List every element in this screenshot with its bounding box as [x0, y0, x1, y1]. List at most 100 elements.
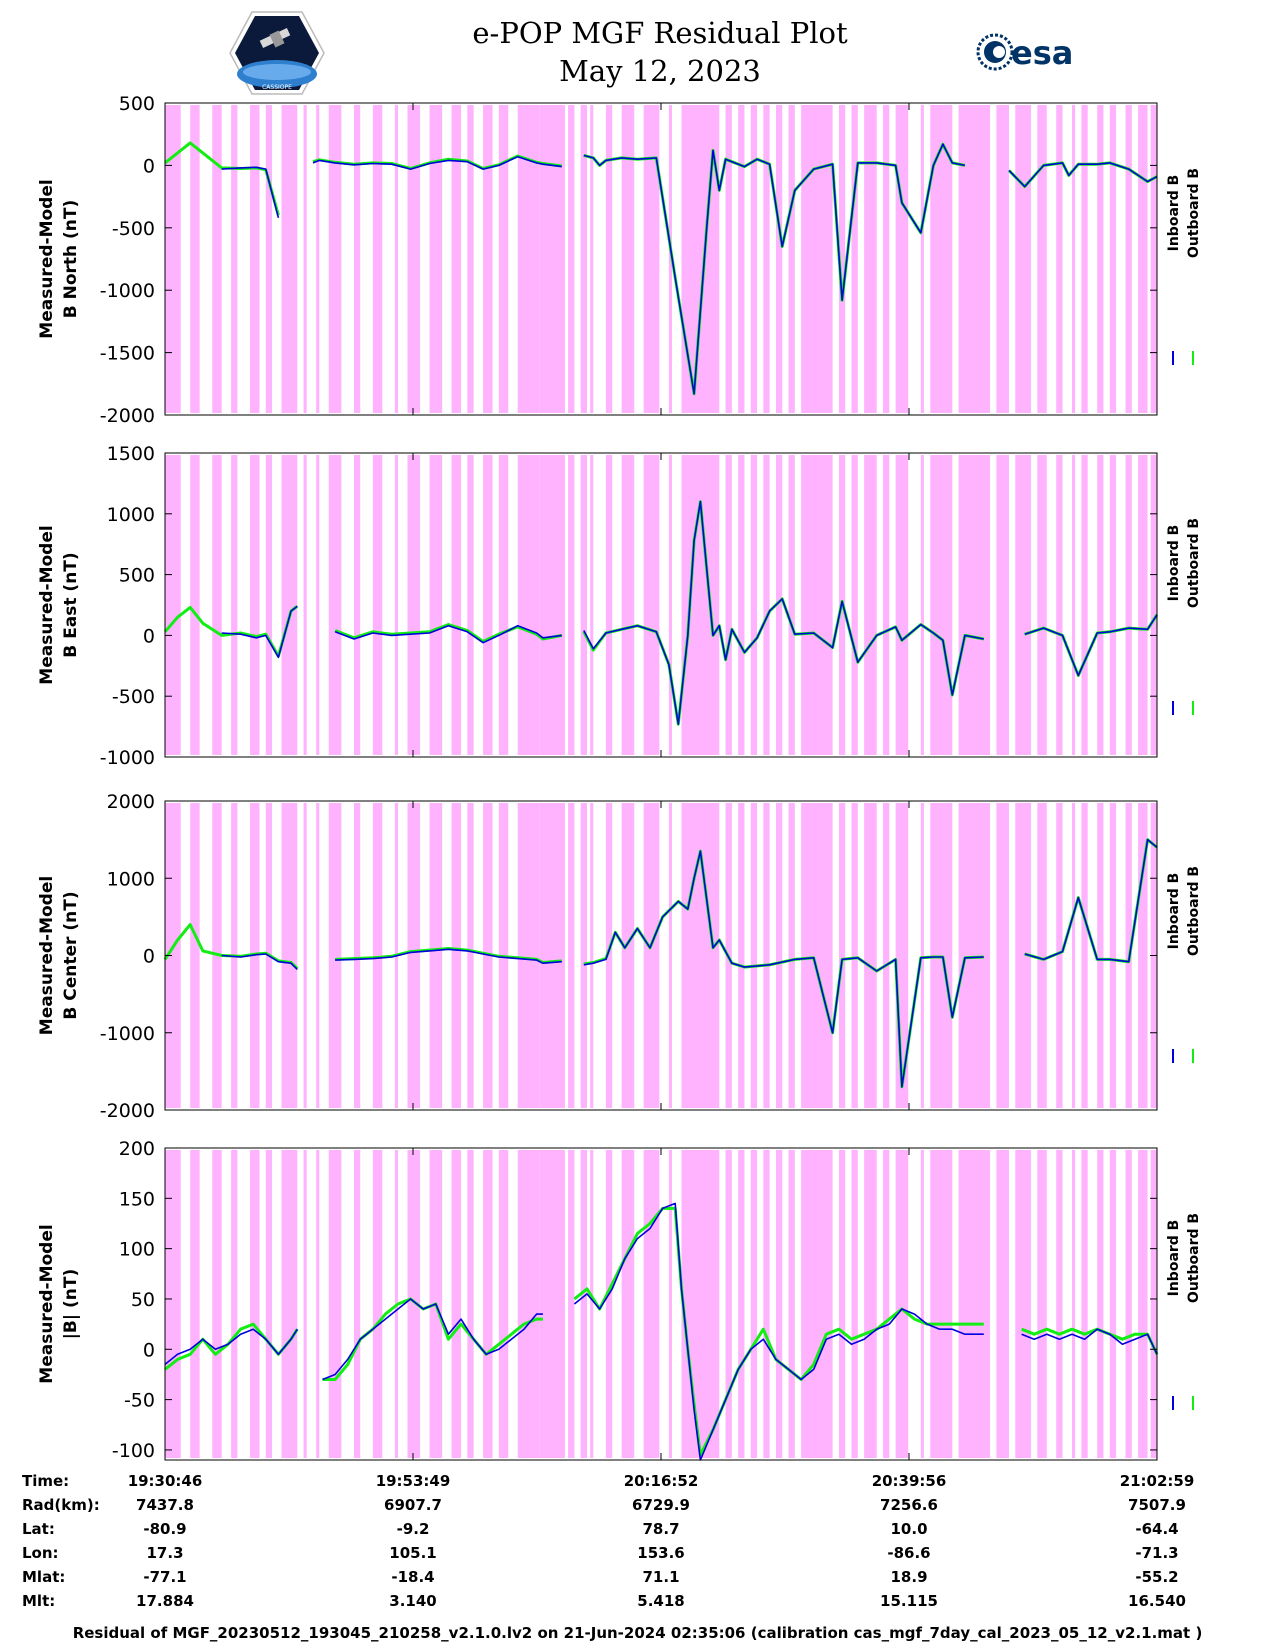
shade-band [580, 803, 587, 1108]
shade-band [165, 1150, 181, 1458]
shade-band [1071, 455, 1076, 755]
shade-band [250, 105, 260, 413]
y-tick-label: 2000 [107, 791, 155, 813]
shade-band [1125, 105, 1132, 413]
shade-band [316, 803, 320, 1108]
shade-band [281, 1150, 298, 1458]
legend-entry: Inboard B [1166, 873, 1182, 950]
shade-band [212, 105, 222, 413]
shade-band [498, 1150, 509, 1458]
shade-band [738, 455, 745, 755]
shade-band [996, 803, 1009, 1108]
shade-band [788, 803, 795, 1108]
shade-band [1150, 455, 1157, 755]
series-line-inboard [221, 838, 1158, 1088]
y-axis-label: B East (nT) [61, 552, 81, 657]
shade-band [838, 1150, 846, 1458]
shade-band [580, 455, 587, 755]
shade-band [190, 105, 200, 413]
shade-band [517, 455, 540, 755]
series-line-inboard [221, 500, 1158, 725]
shade-band [250, 1150, 260, 1458]
y-axis-label: |B| (nT) [61, 1269, 81, 1340]
shade-band [668, 455, 673, 755]
shade-band [1097, 105, 1104, 413]
shade-band [353, 105, 361, 413]
shade-band [1015, 455, 1032, 755]
shade-band [851, 803, 858, 1108]
chart-panel-1: 500 0 -500 -1000 -1500 -2000 Measured-Model B N… [37, 93, 1202, 427]
shade-band [738, 803, 745, 1108]
shade-band [958, 105, 991, 413]
y-tick-label: 1000 [107, 868, 155, 890]
y-axis-label: B Center (nT) [61, 891, 81, 1019]
shade-band [372, 455, 383, 755]
legend-entry: Inboard B [1166, 1220, 1182, 1297]
shade-band [930, 105, 953, 413]
shade-band [851, 455, 858, 755]
shade-band [353, 455, 361, 755]
shade-band [1071, 105, 1076, 413]
shade-band [801, 1150, 833, 1458]
shade-band [316, 105, 320, 413]
shade-band [1125, 455, 1132, 755]
shade-band [316, 455, 320, 755]
shade-band [590, 1150, 594, 1458]
footer-caption: Residual of MGF_20230512_193045_210258_v… [72, 1624, 1203, 1642]
shade-band [883, 455, 890, 755]
y-tick-label: 500 [119, 93, 155, 115]
shade-band [958, 1150, 991, 1458]
shade-band [788, 1150, 795, 1458]
shade-band [328, 1150, 342, 1458]
shade-band [775, 803, 783, 1108]
y-tick-label: -500 [112, 218, 155, 240]
shade-band [621, 803, 635, 1108]
shade-band [883, 1150, 890, 1458]
shade-band [883, 803, 890, 1108]
shade-band [407, 803, 421, 1108]
shade-band [763, 803, 770, 1108]
y-tick-label: 0 [143, 946, 155, 968]
shade-band [303, 803, 307, 1108]
y-tick-label: -1500 [100, 343, 155, 365]
shade-band [568, 803, 575, 1108]
shade-band [763, 455, 770, 755]
esa-logo-text: esa [1011, 34, 1073, 72]
shade-band [483, 1150, 493, 1458]
shade-band [1081, 105, 1088, 413]
shade-band [895, 1150, 909, 1458]
chart-panel-2: 1500 1000 500 0 -500 -1000 Measured-Model B Eas… [37, 443, 1202, 769]
shade-band [1138, 105, 1148, 413]
shade-band [750, 455, 758, 755]
shade-band [303, 1150, 307, 1458]
shade-band [895, 105, 909, 413]
shade-band [467, 455, 474, 755]
shade-band [763, 105, 770, 413]
shade-band [281, 105, 298, 413]
shade-band [958, 803, 991, 1108]
shade-band [996, 105, 1009, 413]
y-tick-label: 0 [143, 1339, 155, 1361]
shade-band [621, 455, 635, 755]
cassiope-logo-text: CASSIOPE [262, 84, 292, 91]
shade-band [681, 1150, 720, 1458]
legend-entry: Outboard B [1186, 518, 1202, 608]
shade-band [801, 803, 833, 1108]
shade-band [1097, 1150, 1104, 1458]
shade-band [1125, 1150, 1132, 1458]
shade-band [165, 105, 181, 413]
shade-band [568, 105, 575, 413]
shade-band [451, 455, 462, 755]
shade-band [231, 455, 238, 755]
shade-band [738, 1150, 745, 1458]
shade-band [1071, 1150, 1076, 1458]
shade-band [1056, 803, 1063, 1108]
shade-band [1138, 803, 1148, 1108]
shade-band [605, 455, 613, 755]
shade-band [851, 1150, 858, 1458]
plot-title: e-POP MGF Residual Plot May 12, 2023 [340, 14, 980, 90]
shade-band [372, 803, 383, 1108]
y-tick-label: 0 [143, 625, 155, 647]
shade-band [467, 105, 474, 413]
shade-band [467, 803, 474, 1108]
